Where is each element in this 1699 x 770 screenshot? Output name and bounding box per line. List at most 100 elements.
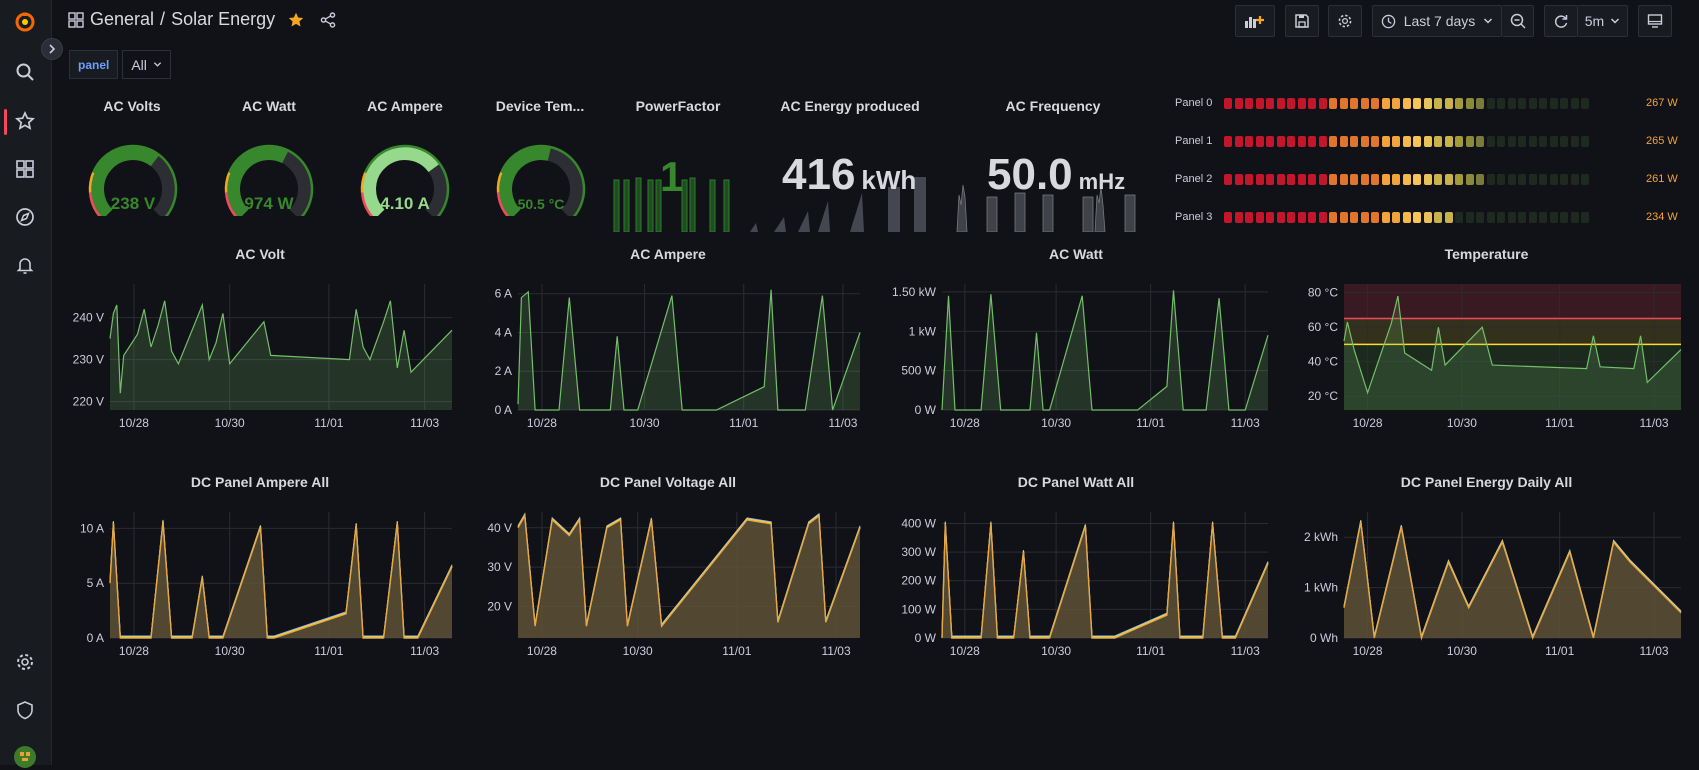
refresh-interval-label: 5m xyxy=(1584,13,1605,29)
tv-mode-button[interactable] xyxy=(1638,5,1672,37)
bargauge-cell xyxy=(1287,174,1295,185)
bargauge-cell xyxy=(1486,174,1495,185)
dc-panel-ampere-all-chart: 10 A 5 A 0 A 10/28 10/30 11/01 11/03 xyxy=(80,512,453,658)
bargauge-cell xyxy=(1224,174,1232,185)
bargauge-cell xyxy=(1423,98,1432,109)
y-tick-label: 60 °C xyxy=(1308,320,1338,334)
variable-select[interactable]: All xyxy=(122,50,171,79)
time-range-picker[interactable]: Last 7 days xyxy=(1372,5,1502,37)
bargauge-cell xyxy=(1339,174,1348,185)
breadcrumb-folder[interactable]: General xyxy=(90,9,155,29)
bargauge-cell xyxy=(1518,136,1526,147)
breadcrumb-separator: / xyxy=(160,9,166,29)
bargauge-cell xyxy=(1350,174,1358,185)
dashboards-icon[interactable] xyxy=(12,156,38,182)
bargauge-cell xyxy=(1371,98,1379,109)
bargauge-cell xyxy=(1570,174,1579,185)
ac-ampere-chart: 6 A 4 A 2 A 0 A 10/28 10/30 11/01 11/03 xyxy=(495,284,861,430)
x-tick-label: 10/30 xyxy=(1041,416,1071,430)
bargauge-cell xyxy=(1413,98,1421,109)
zoom-out-button[interactable] xyxy=(1502,5,1534,37)
gauge-ac-ampere: 4.10 A xyxy=(360,144,450,216)
bargauge-cell xyxy=(1308,98,1316,109)
bargauge-cell xyxy=(1581,174,1589,185)
x-tick-label: 10/30 xyxy=(1447,416,1477,430)
alerting-bell-icon[interactable] xyxy=(12,252,38,278)
bargauge-cell xyxy=(1381,136,1390,147)
bargauge-cell xyxy=(1497,212,1505,223)
bargauge-cell xyxy=(1318,212,1327,223)
y-tick-label: 100 W xyxy=(901,602,936,616)
bargauge-cell xyxy=(1266,98,1274,109)
bargauge-cell xyxy=(1276,174,1285,185)
chevron-right-icon xyxy=(49,44,56,54)
y-tick-label: 0 Wh xyxy=(1310,631,1338,645)
y-tick-label: 1 kWh xyxy=(1304,581,1338,595)
bargauge-cell xyxy=(1434,98,1442,109)
bargauge-value: 267 W xyxy=(1646,97,1678,109)
bargauge-cell xyxy=(1528,136,1537,147)
ac-volts-gauge-threshold-orange xyxy=(88,172,95,193)
starred-icon[interactable] xyxy=(12,108,38,134)
ac-volts-gauge-threshold-green xyxy=(92,144,178,216)
bargauge-cell xyxy=(1297,212,1306,223)
y-tick-label: 500 W xyxy=(901,364,936,378)
ac-ampere-gauge-value: 4.10 A xyxy=(380,194,429,213)
server-admin-shield-icon[interactable] xyxy=(12,697,38,723)
bargauge-cell xyxy=(1507,136,1516,147)
ac-volts-gauge-threshold-red xyxy=(88,192,102,216)
threshold-band-yellow xyxy=(1344,318,1681,345)
expand-sidebar-button[interactable] xyxy=(41,38,63,60)
bargauge-cell xyxy=(1455,136,1463,147)
device-temp-gauge-threshold-red xyxy=(496,192,510,216)
explore-icon[interactable] xyxy=(12,204,38,230)
refresh-button[interactable] xyxy=(1544,5,1578,37)
favorite-star-icon[interactable] xyxy=(287,11,305,29)
bargauge-cell xyxy=(1434,174,1442,185)
bargauge-cell xyxy=(1455,212,1463,223)
series-area xyxy=(1344,296,1681,410)
bargauge-cell xyxy=(1318,136,1327,147)
bargauge-cell xyxy=(1507,212,1516,223)
ac-energy-value: 416 xyxy=(782,150,856,199)
ac-ampere-title: AC Ampere xyxy=(367,98,443,114)
power-factor-title: PowerFactor xyxy=(635,98,721,114)
bargauge-cell xyxy=(1581,98,1589,109)
bargauge-cell xyxy=(1402,174,1411,185)
x-tick-label: 11/01 xyxy=(722,644,751,658)
bargauge-value: 261 W xyxy=(1646,173,1678,185)
x-tick-label: 10/30 xyxy=(623,644,653,658)
ac-watt-title: AC Watt xyxy=(242,98,296,114)
ac-frequency-sparkline xyxy=(956,184,1136,232)
dashboard-title[interactable]: Solar Energy xyxy=(171,9,276,29)
bargauge-cell xyxy=(1549,98,1558,109)
bargauge-cell xyxy=(1392,174,1400,185)
gauge-device-temp: 50.5 °C xyxy=(496,144,586,216)
y-tick-label: 1 kW xyxy=(909,324,937,338)
bargauge-cell xyxy=(1371,212,1379,223)
bargauge-cell xyxy=(1518,98,1526,109)
bargauge-cell xyxy=(1245,174,1253,185)
bargauge-cell xyxy=(1581,212,1589,223)
bargauge-cell xyxy=(1413,136,1421,147)
y-tick-label: 4 A xyxy=(495,325,512,339)
x-tick-label: 10/28 xyxy=(950,416,980,430)
x-tick-label: 11/03 xyxy=(1231,644,1260,658)
save-dashboard-button[interactable] xyxy=(1285,5,1319,37)
user-avatar[interactable] xyxy=(12,744,38,770)
grafana-logo-icon[interactable] xyxy=(12,9,38,35)
active-indicator xyxy=(4,109,7,135)
configuration-gear-icon[interactable] xyxy=(12,649,38,675)
bargauge-label: Panel 3 xyxy=(1175,211,1213,223)
share-icon[interactable] xyxy=(319,11,337,29)
ac-watt-gauge-fill xyxy=(226,146,289,216)
search-icon[interactable] xyxy=(12,59,38,85)
device-temp-gauge-threshold-green xyxy=(500,144,586,216)
bargauge-cell xyxy=(1539,174,1547,185)
x-tick-label: 11/01 xyxy=(1136,416,1165,430)
refresh-interval-picker[interactable]: 5m xyxy=(1578,5,1628,37)
x-tick-label: 10/30 xyxy=(215,416,245,430)
add-panel-button[interactable] xyxy=(1235,5,1275,37)
x-tick-label: 10/28 xyxy=(119,644,149,658)
dashboard-settings-button[interactable] xyxy=(1328,5,1362,37)
